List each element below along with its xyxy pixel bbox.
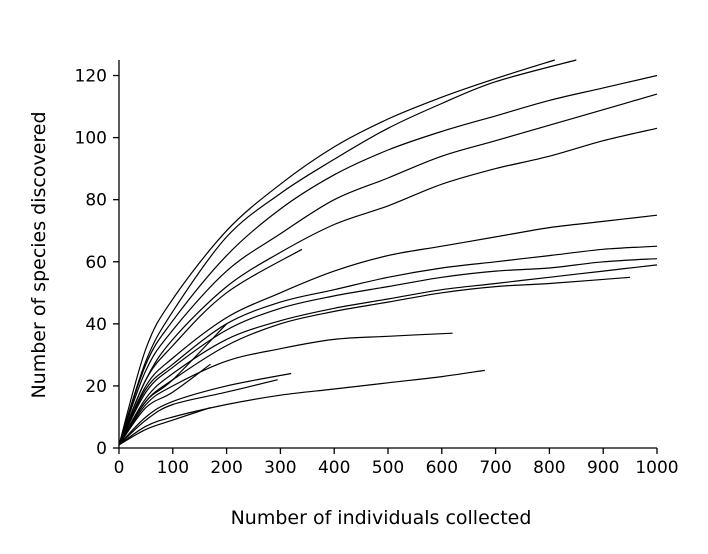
series-line-15 bbox=[118, 372, 292, 446]
y-tick-label: 40 bbox=[85, 315, 107, 335]
series-line-4 bbox=[118, 93, 658, 446]
x-tick-label: 900 bbox=[587, 458, 619, 478]
series-line-13 bbox=[118, 332, 453, 446]
series-line-7 bbox=[118, 214, 658, 446]
series-line-3 bbox=[118, 74, 658, 446]
x-tick-label: 500 bbox=[372, 458, 404, 478]
y-tick-label: 100 bbox=[75, 129, 107, 149]
series-line-9 bbox=[118, 258, 658, 446]
ticks-group: 0 100 200 300 400 500 600 700 800 900 1000 0 20 40 60 8… bbox=[75, 67, 679, 478]
x-tick-label: 200 bbox=[210, 458, 242, 478]
series-line-1 bbox=[118, 59, 555, 446]
series-line-8 bbox=[118, 245, 658, 446]
series-line-14 bbox=[118, 363, 211, 446]
series-line-16 bbox=[118, 379, 278, 446]
y-tick-label: 20 bbox=[85, 377, 107, 397]
x-axis-title: Number of individuals collected bbox=[231, 507, 532, 529]
series-line-10 bbox=[118, 264, 658, 446]
series-line-5 bbox=[118, 127, 658, 446]
series-line-17 bbox=[118, 369, 485, 446]
series-line-11 bbox=[118, 276, 631, 446]
x-tick-label: 1000 bbox=[635, 458, 678, 478]
y-axis-title: Number of species discovered bbox=[28, 111, 50, 398]
x-tick-label: 400 bbox=[318, 458, 350, 478]
y-tick-label: 60 bbox=[85, 253, 107, 273]
axes-group bbox=[118, 60, 657, 449]
x-tick-label: 0 bbox=[114, 458, 125, 478]
x-tick-label: 100 bbox=[157, 458, 189, 478]
y-tick-label: 0 bbox=[96, 439, 107, 459]
x-tick-label: 600 bbox=[426, 458, 458, 478]
series-line-6 bbox=[118, 248, 303, 446]
x-tick-label: 300 bbox=[264, 458, 296, 478]
series-line-2 bbox=[118, 59, 577, 446]
x-tick-label: 800 bbox=[533, 458, 565, 478]
x-tick-label: 700 bbox=[479, 458, 511, 478]
series-line-18 bbox=[118, 407, 211, 446]
curves-group bbox=[118, 59, 658, 446]
y-tick-label: 120 bbox=[75, 67, 107, 87]
series-line-12 bbox=[118, 323, 228, 446]
y-tick-label: 80 bbox=[85, 191, 107, 211]
